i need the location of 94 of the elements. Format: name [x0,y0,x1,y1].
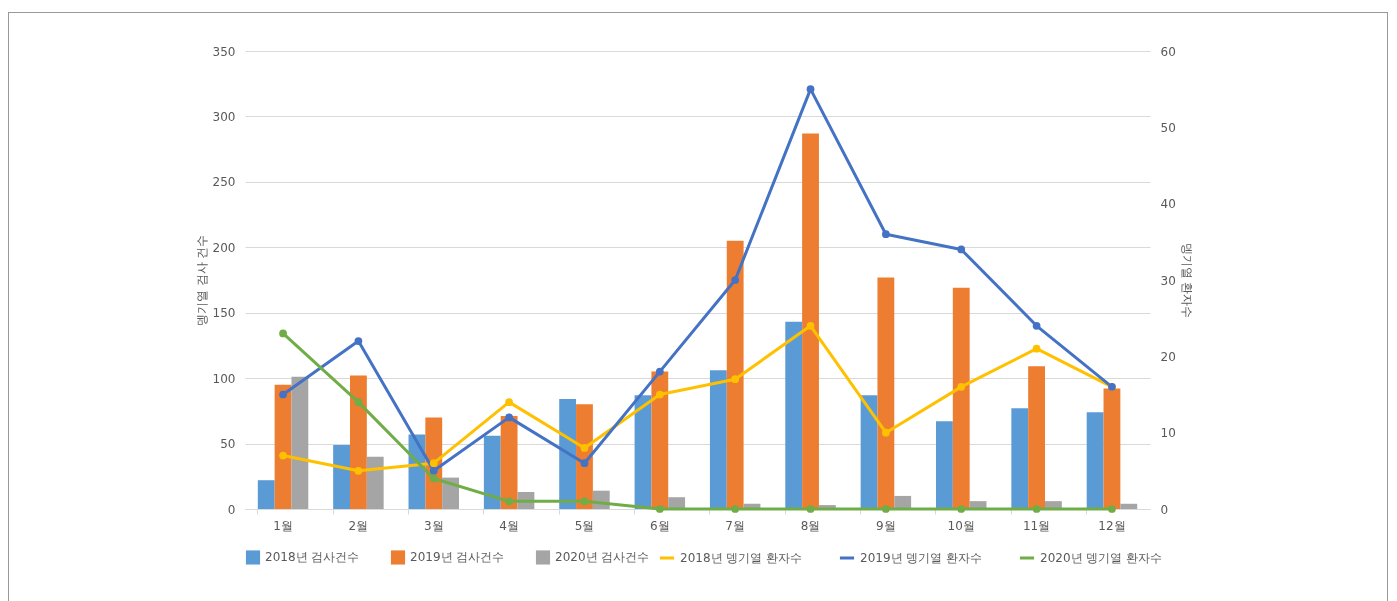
point [1032,344,1041,353]
point [655,390,664,399]
y-tick-label: 250 [212,175,236,190]
y2-tick-label: 60 [1160,44,1176,59]
bar [291,376,309,509]
y-tick-label: 300 [212,109,236,124]
y2-tick-label: 50 [1160,120,1176,135]
point [505,497,513,506]
bar [785,321,803,509]
point [806,505,815,513]
point [731,276,740,284]
bar [860,395,878,509]
point [429,466,438,475]
y-tick-label: 0 [227,502,236,517]
bar [936,421,953,509]
point [580,497,589,506]
x-tick-label: 10월 [947,518,975,533]
point [882,505,890,513]
point [279,451,287,460]
bar [366,456,384,509]
bar [257,480,275,509]
point [731,505,740,513]
bar [1011,408,1029,509]
bar [559,399,577,509]
x-tick-label: 11월 [1022,518,1051,533]
legend-label: 2020년 뎅기열 환자수 [1040,551,1163,565]
point [354,337,363,345]
y2-tick-label: 30 [1160,273,1176,288]
point [957,383,966,391]
bar [894,495,912,509]
point [580,444,589,452]
y-tick-label: 50 [220,437,236,452]
bar [709,370,727,509]
x-tick-label: 3월 [423,518,444,533]
bar [500,416,518,509]
bar [1103,388,1121,509]
bar [1028,366,1046,509]
point [505,398,513,406]
point [655,505,664,513]
y2-tick-label: 40 [1160,197,1176,212]
point [354,398,363,406]
bar [802,133,819,509]
x-tick-label: 1월 [273,518,293,533]
y-tick-label: 200 [212,240,236,255]
point [279,329,287,338]
x-tick-label: 12월 [1098,518,1126,533]
point [580,459,589,468]
legend-label: 2019년 뎅기열 환자수 [860,551,983,565]
point [354,466,363,475]
bar [1086,412,1104,509]
point [882,428,890,437]
point [429,474,438,483]
point [1108,505,1116,513]
point [957,245,966,254]
x-tick-label: 4월 [499,518,519,533]
x-tick-label: 7월 [725,518,745,533]
bar [274,384,292,509]
bar [668,497,686,509]
bar [877,277,895,509]
point [429,459,438,468]
bar [483,435,501,509]
y-tick-label: 100 [212,371,236,386]
y2-axis-title: 뎅기열 환자수 [1179,242,1194,319]
point [806,85,815,94]
y-axis-title: 뎅기열 검사 건수 [194,234,209,327]
y2-tick-label: 0 [1160,502,1169,517]
bar [651,371,669,509]
x-tick-label: 6월 [650,518,670,533]
bar [349,375,367,509]
point [731,375,740,384]
legend-label: 2018년 검사건수 [265,550,360,565]
y2-tick-label: 10 [1160,426,1176,441]
bar [333,444,350,509]
point [279,390,287,399]
x-tick-label: 8월 [800,518,821,533]
point [882,230,890,239]
point [806,321,815,330]
point [1032,321,1041,330]
y-tick-label: 350 [212,44,236,59]
x-tick-label: 2월 [348,518,369,533]
point [655,367,664,376]
x-tick-label: 5월 [574,518,595,533]
x-tick-label: 9월 [876,518,896,533]
point [957,505,966,513]
bar [952,287,970,509]
y-tick-label: 150 [212,306,236,321]
point [1032,505,1041,513]
legend-label: 2018년 뎅기열 환자수 [680,551,803,565]
point [505,413,513,422]
legend-label: 2019년 검사건수 [410,550,505,565]
bar [726,240,744,509]
legend-label: 2020년 검사건수 [555,550,650,565]
bar [1120,503,1138,509]
y2-tick-label: 20 [1160,349,1176,364]
